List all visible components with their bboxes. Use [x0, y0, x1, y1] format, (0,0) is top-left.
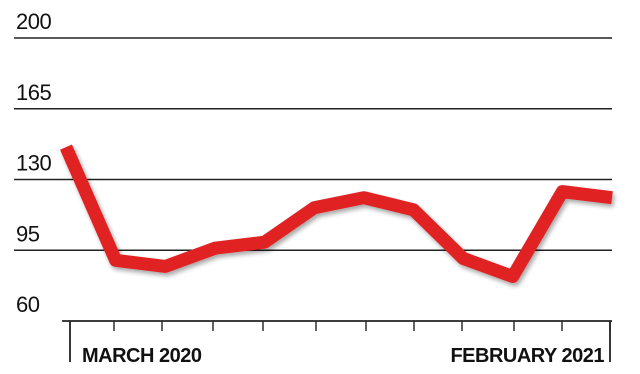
x-tick-labels: MARCH 2020 FEBRUARY 2021	[82, 345, 605, 367]
series-layer	[60, 144, 613, 284]
x-label-start: MARCH 2020	[82, 345, 202, 367]
x-label-end: FEBRUARY 2021	[450, 345, 604, 367]
series-line-0	[60, 144, 613, 284]
y-tick-label-60: 60	[16, 292, 40, 317]
y-tick-label-165: 165	[16, 80, 51, 105]
y-tick-label-95: 95	[16, 221, 40, 246]
x-axis	[62, 320, 612, 362]
y-tick-label-130: 130	[16, 151, 51, 176]
y-tick-label-200: 200	[16, 9, 51, 34]
y-tick-labels: 200 165 130 95 60	[16, 9, 52, 317]
